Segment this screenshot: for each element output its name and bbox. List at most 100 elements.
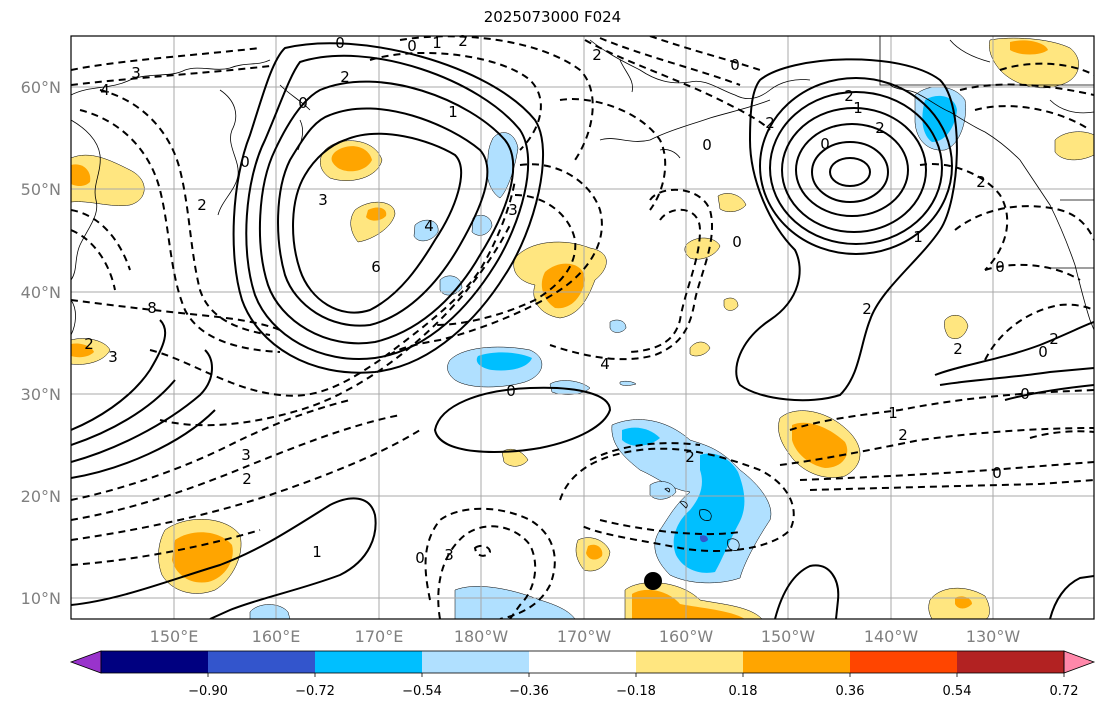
contour-line [559, 442, 795, 552]
contour-label: 2 [197, 196, 207, 214]
latitude-label: 50°N [21, 180, 61, 199]
colorbar-segment [101, 651, 209, 673]
contour-line [258, 80, 515, 345]
contour-line [559, 98, 667, 211]
longitude-label: 140°W [864, 627, 919, 646]
contour-label: 3 [318, 191, 328, 209]
longitude-labels: 150°E 160°E 170°E 180°W 170°W 160°W 150°W 140°W… [150, 627, 1021, 646]
longitude-label: 150°E [150, 627, 199, 646]
map-title: 2025073000 F024 [483, 8, 622, 26]
colorbar-segment [957, 651, 1065, 673]
latitude-label: 60°N [21, 78, 61, 97]
contour-label: 0 [730, 56, 740, 74]
contour-line [1049, 575, 1094, 619]
contour-label: 3 [108, 348, 118, 366]
graticule [71, 36, 1094, 619]
contour-line [71, 497, 377, 619]
positive-anomaly-area [501, 449, 529, 467]
contour-label: 0 [820, 135, 830, 153]
colorbar-frame [100, 650, 1065, 674]
coastline [879, 36, 1094, 331]
contour-label: 2 [765, 114, 775, 132]
colorbar-extend-low [69, 650, 102, 674]
contour-line [473, 544, 492, 557]
negative-anomaly-area [249, 604, 291, 619]
positive-anomaly-area [1010, 40, 1048, 55]
contour-line [829, 157, 871, 187]
contour-label: 0 [415, 549, 425, 567]
negative-anomaly-area [619, 380, 637, 386]
positive-anomaly-area [331, 146, 372, 172]
contour-label: 2 [340, 68, 350, 86]
positive-anomaly-area [723, 297, 739, 311]
contour-line [71, 319, 216, 479]
colorbar-segment [422, 651, 530, 673]
positive-anomaly-area [71, 343, 94, 358]
contour-label: 0 [992, 464, 1002, 482]
positive-anomaly-area [944, 314, 969, 339]
positive-anomaly-area [172, 532, 233, 583]
contour-label: 0 [1038, 343, 1048, 361]
contour-label: 4 [100, 81, 110, 99]
positive-anomaly-area [541, 263, 585, 309]
negative-anomaly-area [454, 586, 576, 619]
positive-anomaly-area [684, 237, 721, 260]
longitude-label: 130°W [966, 627, 1021, 646]
contour-label: 2 [1049, 330, 1059, 348]
positive-anomaly-area [717, 193, 747, 213]
contour-line [433, 386, 612, 453]
contour-label: 2 [592, 46, 602, 64]
negative-anomaly-area [476, 352, 532, 371]
coastlines [71, 36, 1094, 551]
contour-label: 2 [875, 119, 885, 137]
contour-line [769, 91, 943, 245]
contour-label: 2 [242, 470, 252, 488]
contour-line [584, 36, 771, 131]
contour-label: 2 [898, 426, 908, 444]
contour-line [759, 77, 953, 255]
contour-line [292, 132, 463, 314]
colorbar-tick-label: −0.18 [616, 684, 656, 699]
colorbar-segment [529, 651, 637, 673]
colorbar-tick-label: −0.72 [295, 684, 335, 699]
longitude-label: 170°W [557, 627, 612, 646]
latitude-label: 40°N [21, 283, 61, 302]
contour-label: 4 [424, 217, 434, 235]
contour-label: 2 [976, 173, 986, 191]
longitude-label: 160°W [659, 627, 714, 646]
contour-label: 1 [913, 228, 923, 246]
colorbar-segment [743, 651, 851, 673]
contour-label: 6 [371, 258, 381, 276]
contour-label: 3 [444, 546, 454, 564]
contour-label: 1 [853, 99, 863, 117]
longitude-label: 170°E [355, 627, 404, 646]
contour-label: 3 [508, 201, 518, 219]
contour-line [245, 54, 530, 360]
contour-label: 0 [335, 34, 345, 52]
contour-line [71, 47, 271, 86]
contour-label: 0 [1020, 385, 1030, 403]
contour-line [149, 179, 516, 427]
contour-label: 2 [458, 32, 468, 50]
contour-label: 4 [600, 355, 610, 373]
colorbar-extend-high [1063, 650, 1096, 674]
contour-line [774, 564, 840, 619]
contour-label: 0 [702, 136, 712, 154]
colorbar-tick-label: 0.36 [836, 684, 865, 699]
colorbar-tick-label: 0.72 [1050, 684, 1079, 699]
contour-label: 3 [241, 446, 251, 464]
station-dot [644, 572, 662, 590]
contour-label: 8 [147, 299, 157, 317]
contour-line [277, 107, 489, 327]
longitude-label: 150°W [761, 627, 816, 646]
positive-anomaly-area [71, 164, 91, 186]
colorbar: −0.90 −0.72 −0.54 −0.36 −0.18 0.18 0.36 0.54 0.7… [69, 650, 1096, 699]
coastline [589, 39, 811, 159]
positive-anomaly-area [955, 596, 972, 609]
contour-line [389, 163, 603, 356]
contour-label: 0 [506, 382, 516, 400]
contour-line [795, 123, 909, 217]
colorbar-segment [850, 651, 958, 673]
